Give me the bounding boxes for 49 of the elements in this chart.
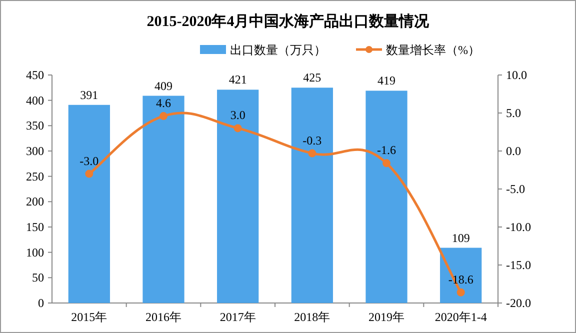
- y-tick-label: 100: [26, 245, 44, 260]
- y2-tick-label: -10.0: [506, 220, 531, 234]
- data-label: 3.0: [230, 108, 246, 122]
- bar: [291, 88, 333, 303]
- y-tick-label: 50: [32, 270, 44, 285]
- chart-title: 2015-2020年4月中国水海产品出口数量情况: [146, 13, 430, 30]
- y-tick-label: 250: [26, 169, 44, 184]
- y-tick-label: 350: [26, 118, 44, 133]
- point: [456, 288, 465, 296]
- data-label: 425: [303, 70, 322, 85]
- y-tick-label: 150: [26, 220, 44, 234]
- x-tick-label: 2017年: [220, 310, 256, 324]
- y2-tick-label: -15.0: [506, 258, 531, 272]
- data-label: 409: [154, 78, 172, 93]
- data-label: 109: [452, 230, 470, 245]
- y2-tick-label: -20.0: [506, 296, 531, 310]
- x-tick-label: 2015年: [71, 310, 108, 324]
- legend-label: 数量增长率（%）: [386, 43, 480, 57]
- data-label: -0.3: [302, 133, 322, 148]
- bar: [366, 90, 408, 303]
- y-tick-label: 400: [26, 93, 44, 108]
- bar: [217, 90, 259, 303]
- y2-tick-label: -5.0: [506, 182, 525, 196]
- point: [160, 112, 168, 120]
- bar: [440, 248, 482, 303]
- data-label: 421: [228, 72, 247, 87]
- x-tick-label: 2018年: [294, 310, 330, 324]
- point: [382, 159, 390, 168]
- y-tick-label: 0: [38, 296, 44, 310]
- point: [85, 170, 94, 178]
- data-label: -1.6: [377, 143, 396, 158]
- point: [308, 149, 316, 158]
- x-tick-label: 2019年: [368, 310, 404, 324]
- y-tick-label: 450: [26, 68, 44, 82]
- data-label: 419: [378, 74, 396, 88]
- y-tick-label: 300: [26, 144, 44, 158]
- bar: [142, 96, 184, 303]
- y2-tick-label: 0.0: [506, 144, 521, 158]
- data-label: -3.0: [80, 154, 99, 168]
- data-label: 391: [80, 88, 98, 102]
- y2-tick-label: 5.0: [506, 106, 521, 120]
- legend-label: 出口数量（万只）: [230, 43, 326, 57]
- y2-tick-label: 10.0: [506, 68, 527, 82]
- x-tick-label: 2020年1-4: [434, 310, 487, 324]
- x-tick-label: 2016年: [146, 310, 182, 324]
- bar: [68, 104, 110, 303]
- data-label: 4.6: [156, 96, 171, 110]
- point: [234, 124, 242, 132]
- y-tick-label: 200: [26, 194, 44, 209]
